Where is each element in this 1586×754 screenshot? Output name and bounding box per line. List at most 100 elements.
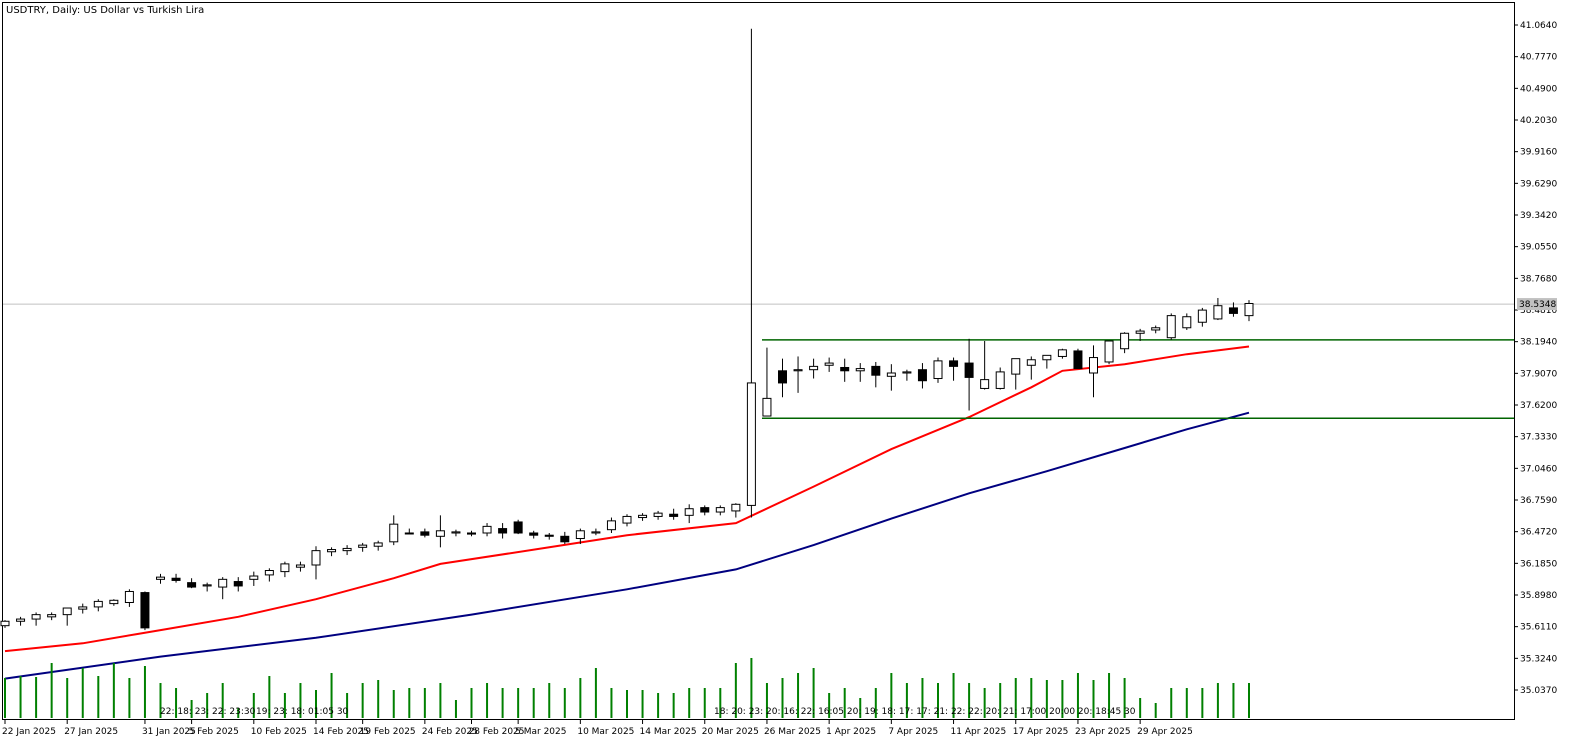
y-tick-label: 39.9160 — [1520, 148, 1557, 158]
candle — [498, 523, 508, 539]
candle — [187, 578, 197, 589]
candle — [358, 542, 368, 552]
x-tick-label: 19 Feb 2025 — [360, 727, 416, 737]
candle — [824, 357, 834, 372]
candle-body-bull — [1213, 305, 1223, 320]
candle-body-bear — [513, 521, 523, 534]
y-tick-label: 35.3240 — [1520, 654, 1557, 664]
candle-body-bull — [1057, 349, 1067, 357]
candle — [700, 505, 710, 516]
candle — [1073, 348, 1083, 370]
candle-body-bull — [933, 360, 943, 380]
candle — [622, 514, 632, 527]
candle-body-bull — [980, 379, 990, 389]
candle — [840, 358, 850, 382]
current-price-marker — [1517, 298, 1557, 311]
candle — [591, 528, 601, 536]
candle — [156, 573, 165, 584]
x-tick-label: 10 Mar 2025 — [577, 727, 634, 737]
candle-body-bear — [917, 369, 927, 382]
current-price-label: 38.5348 — [1519, 300, 1556, 310]
y-tick-label: 39.6290 — [1520, 179, 1557, 189]
candle — [482, 523, 492, 537]
candle — [746, 28, 756, 518]
candle-body-bull — [1151, 327, 1161, 331]
candle — [902, 369, 912, 381]
candle — [949, 357, 959, 381]
candle-body-bear — [1073, 350, 1083, 370]
candle-body-bull — [451, 531, 461, 534]
candle-body-bull — [264, 570, 274, 576]
candle — [1213, 297, 1223, 321]
candle-body-bull — [1120, 332, 1130, 350]
candle-body-bear — [560, 535, 570, 543]
chart-title: USDTRY, Daily: US Dollar vs Turkish Lira — [6, 5, 204, 16]
candle — [1089, 345, 1098, 398]
candle — [124, 589, 134, 607]
x-tick-label: 26 Mar 2025 — [764, 727, 821, 737]
candle — [264, 568, 274, 582]
candle — [373, 540, 383, 551]
candle — [140, 591, 150, 631]
candle — [762, 347, 772, 417]
candle — [280, 561, 290, 578]
candle — [1011, 358, 1021, 390]
y-tick-label: 37.9070 — [1520, 369, 1557, 379]
y-tick-label: 41.0640 — [1520, 21, 1557, 31]
candle — [731, 503, 741, 518]
candle-body-bull — [855, 368, 865, 372]
candle — [109, 599, 119, 606]
candle-body-bull — [1104, 340, 1114, 363]
candle — [16, 616, 26, 626]
candle-body-bull — [1026, 359, 1036, 366]
y-tick-label: 35.8980 — [1520, 591, 1557, 601]
candle — [995, 367, 1005, 390]
candle — [1104, 340, 1114, 365]
candle — [342, 545, 352, 556]
candle — [513, 519, 523, 535]
candle — [218, 577, 228, 600]
candle-body-bull — [47, 614, 57, 618]
x-tick-label: 10 Feb 2025 — [251, 727, 307, 737]
candle — [684, 504, 694, 524]
candle-body-bear — [467, 532, 476, 535]
y-tick-label: 37.3330 — [1520, 433, 1557, 443]
candle — [327, 547, 337, 557]
x-tick-label: 5 Feb 2025 — [189, 727, 239, 737]
candle — [1166, 313, 1176, 340]
candle — [1182, 313, 1192, 330]
candle-body-bull — [482, 525, 492, 534]
candle — [1026, 356, 1036, 380]
candle — [606, 517, 616, 533]
y-tick-label: 38.1940 — [1520, 338, 1557, 348]
candle-body-bear — [233, 581, 243, 587]
y-tick-label: 37.6200 — [1520, 401, 1557, 411]
candle-body-bull — [575, 530, 585, 540]
candle-body-bull — [1244, 302, 1254, 317]
candle-body-bull — [435, 530, 445, 537]
candle-body-bull — [78, 606, 88, 610]
candle-body-bull — [1089, 357, 1098, 374]
candle — [886, 364, 896, 391]
candle-body-bull — [591, 531, 601, 534]
candle — [0, 620, 10, 628]
candle — [1151, 325, 1161, 334]
candle-body-bull — [1011, 358, 1021, 375]
candle-body-bull — [746, 382, 756, 506]
candle — [964, 338, 974, 411]
candle — [1120, 332, 1130, 354]
candle — [871, 361, 881, 388]
candle-body-bull — [1182, 316, 1192, 329]
candle-body-bull — [1197, 309, 1207, 323]
candle — [62, 607, 72, 626]
candle — [1057, 348, 1067, 359]
candle — [715, 505, 725, 516]
candle — [638, 513, 648, 521]
candle-body-bull — [404, 532, 414, 535]
candle — [420, 528, 430, 538]
y-tick-label: 39.0550 — [1520, 243, 1557, 253]
candle — [451, 529, 461, 537]
candle-body-bull — [622, 515, 632, 524]
